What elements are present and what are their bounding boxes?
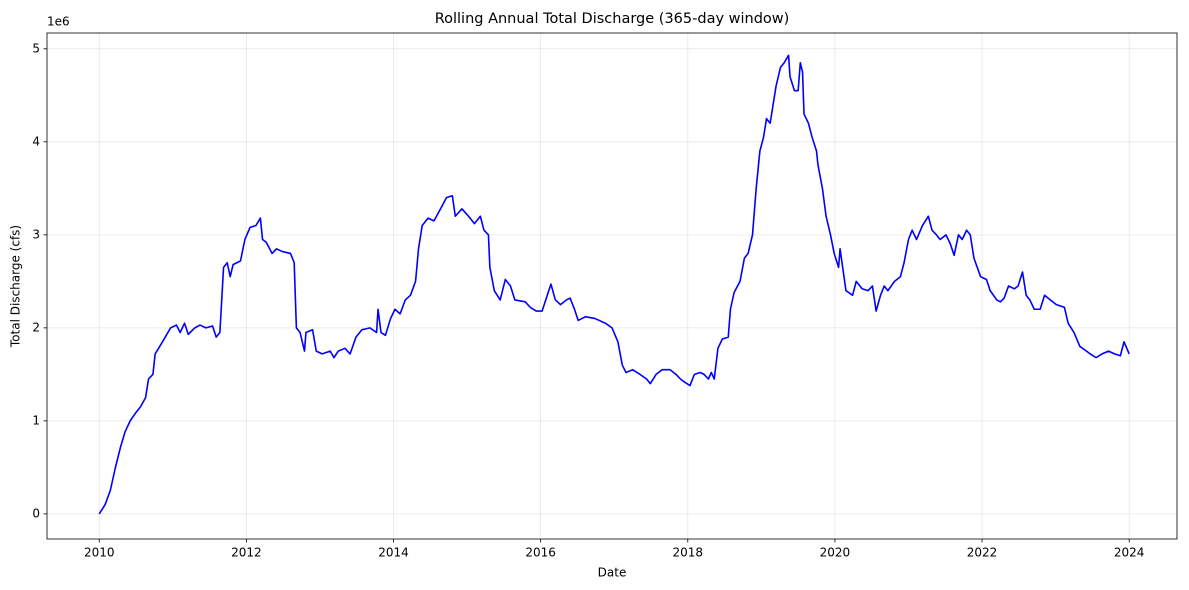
x-tick-label: 2024: [1114, 546, 1145, 560]
data-line: [98, 54, 1130, 515]
y-tick-label: 1: [32, 413, 40, 427]
x-axis-label: Date: [598, 566, 627, 580]
x-tick-label: 2012: [231, 546, 262, 560]
x-tick-label: 2018: [673, 546, 704, 560]
y-tick-label: 4: [32, 134, 40, 148]
x-tick-label: 2016: [525, 546, 556, 560]
y-tick-label: 5: [32, 41, 40, 55]
x-tick-label: 2022: [967, 546, 998, 560]
y-tick-label: 2: [32, 320, 40, 334]
x-tick-label: 2014: [378, 546, 409, 560]
chart-title: Rolling Annual Total Discharge (365-day …: [435, 11, 790, 27]
y-tick-label: 3: [32, 227, 40, 241]
x-tick-label: 2010: [84, 546, 115, 560]
plot-frame: [46, 32, 1178, 540]
x-tick-label: 2020: [820, 546, 851, 560]
y-tick-label: 0: [32, 506, 40, 520]
y-axis-label: Total Discharge (cfs): [9, 225, 23, 348]
y-offset-label: 1e6: [47, 15, 70, 29]
